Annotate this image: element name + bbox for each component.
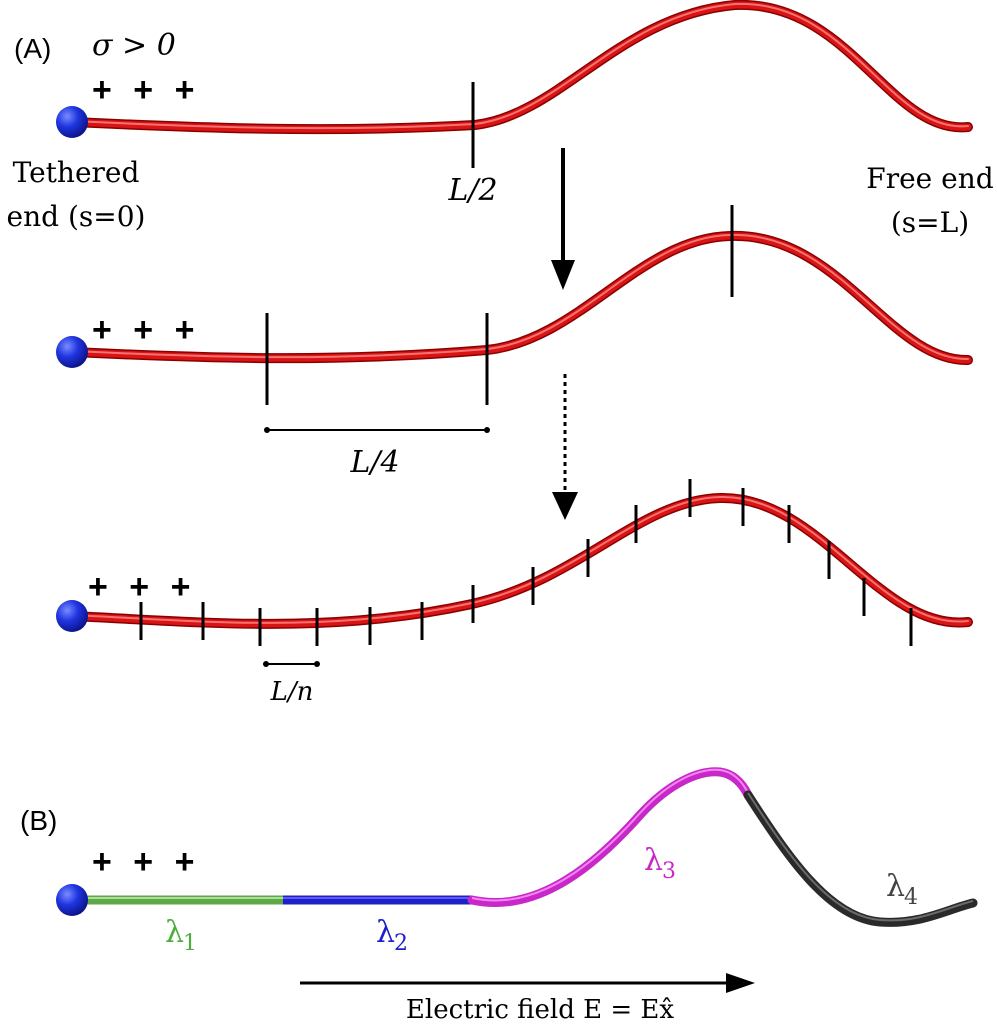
lambda-3-label: λ 3: [644, 843, 676, 884]
lambda-2-label: λ 2: [376, 915, 408, 956]
lambda-4-symbol: λ: [886, 869, 905, 904]
scale-bar-nth: [263, 661, 320, 667]
charges-3: + + +: [88, 568, 196, 606]
tethered-bead-2: [56, 336, 88, 368]
lambda-2-index: 2: [394, 931, 408, 956]
tethered-bead-3: [56, 600, 88, 632]
panel-a-label: (A): [14, 33, 51, 64]
segment-3: [467, 767, 753, 907]
panel-b-label: (B): [20, 805, 57, 836]
tethered-label-line1: Tethered: [13, 156, 140, 189]
ticks-nth: [139, 479, 913, 646]
lambda-4-label: λ 4: [886, 869, 918, 910]
lambda-2-symbol: λ: [376, 915, 395, 950]
lambda-3-index: 3: [662, 859, 676, 884]
charges-b: + + +: [92, 843, 200, 881]
electric-field-arrow: [300, 973, 755, 993]
tethered-bead-1: [56, 106, 88, 138]
lambda-1-label: λ 1: [165, 915, 197, 956]
polymer-2: [67, 230, 973, 366]
lambda-4-index: 4: [904, 885, 918, 910]
segment-4: [743, 790, 978, 927]
free-label-line2: (s=L): [891, 206, 969, 239]
arrow-down-dotted: [552, 374, 578, 520]
tethered-label-line2: end (s=0): [7, 200, 146, 233]
lambda-3-symbol: λ: [644, 843, 663, 878]
lambda-1-symbol: λ: [165, 915, 184, 950]
label-half: L/2: [447, 173, 497, 208]
sigma-condition: σ > 0: [92, 28, 176, 63]
scale-bar-quarter: [264, 427, 490, 433]
arrow-down-solid: [551, 148, 575, 290]
lambda-1-index: 1: [183, 931, 197, 956]
charges-1: + + +: [92, 71, 200, 109]
charges-2: + + +: [92, 311, 200, 349]
polymer-b: [72, 767, 978, 927]
tethered-bead-b: [56, 884, 88, 916]
polymer-3: [67, 492, 973, 629]
polymer-1: [67, 0, 973, 135]
electric-field-label: Electric field E = Ex̂: [406, 995, 674, 1024]
label-nth: L/n: [270, 677, 314, 707]
free-label-line1: Free end: [866, 162, 993, 195]
label-quarter: L/4: [349, 445, 399, 480]
